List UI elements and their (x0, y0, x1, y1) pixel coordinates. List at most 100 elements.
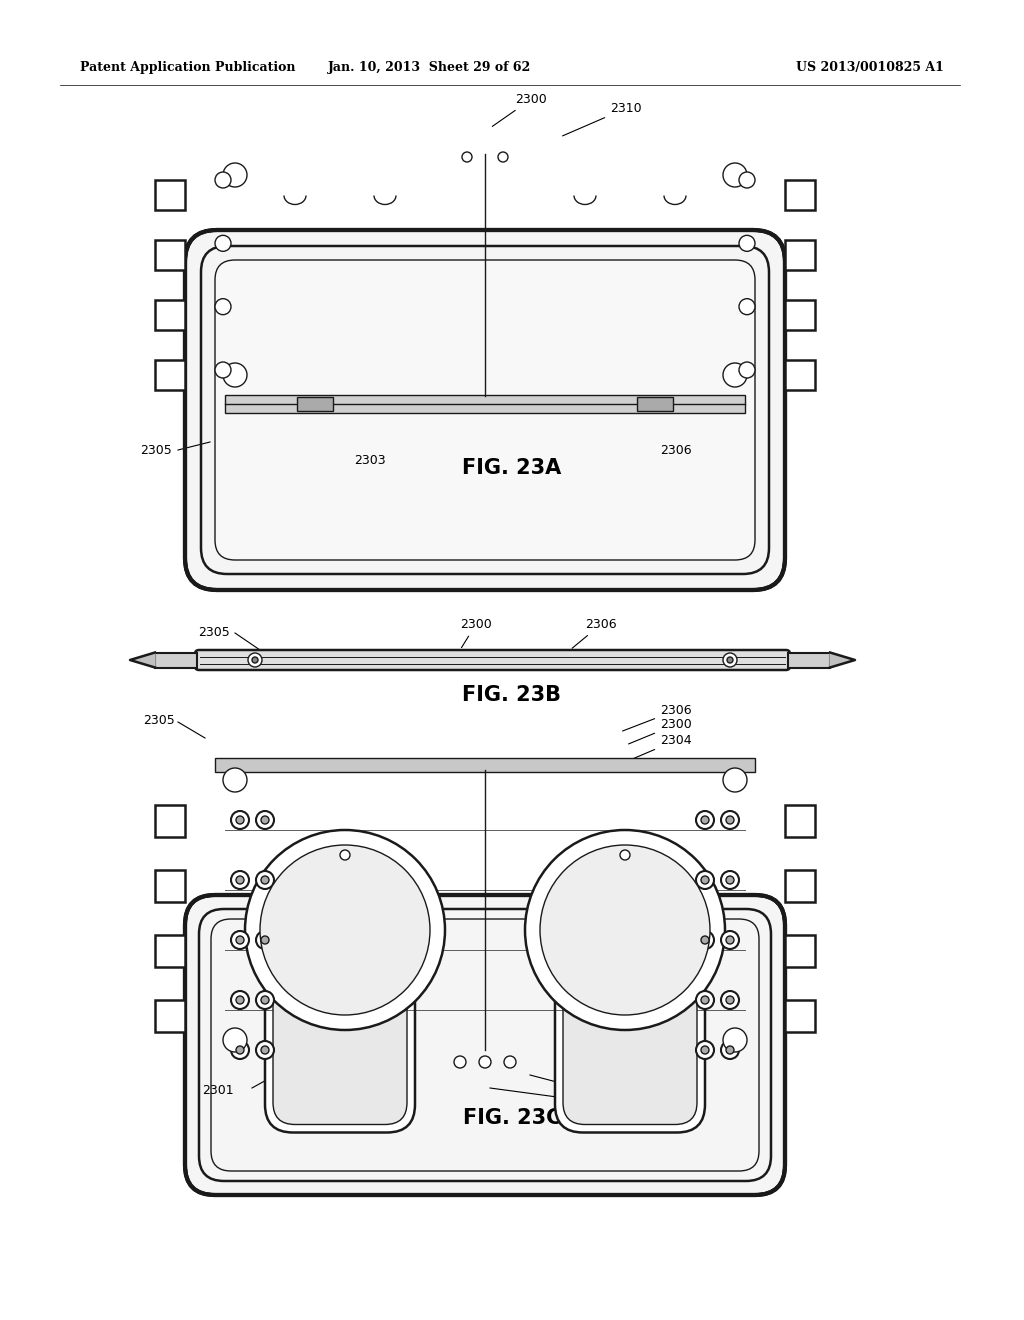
Circle shape (726, 816, 734, 824)
Circle shape (504, 1056, 516, 1068)
Bar (155, 1001, 185, 1032)
Circle shape (721, 871, 739, 888)
Circle shape (223, 768, 247, 792)
Bar (785, 805, 815, 837)
Circle shape (261, 876, 269, 884)
Circle shape (261, 816, 269, 824)
Circle shape (723, 1028, 746, 1052)
Text: 2306: 2306 (660, 444, 691, 457)
Circle shape (723, 653, 737, 667)
Circle shape (721, 1041, 739, 1059)
FancyBboxPatch shape (555, 948, 705, 1133)
Circle shape (231, 810, 249, 829)
Circle shape (696, 1041, 714, 1059)
Bar (155, 870, 185, 902)
Bar (155, 935, 185, 968)
Circle shape (701, 876, 709, 884)
Text: FIG. 23A: FIG. 23A (463, 458, 561, 478)
Circle shape (231, 1041, 249, 1059)
Text: 2311: 2311 (578, 1078, 609, 1092)
Circle shape (256, 810, 274, 829)
Circle shape (721, 810, 739, 829)
Text: 2310: 2310 (562, 102, 642, 136)
Circle shape (248, 653, 262, 667)
FancyBboxPatch shape (185, 895, 785, 1195)
Text: 2300: 2300 (460, 618, 492, 648)
Circle shape (721, 991, 739, 1008)
Bar (785, 300, 815, 330)
Bar (155, 180, 185, 210)
Circle shape (215, 172, 231, 187)
Bar (215, 758, 755, 772)
Circle shape (256, 991, 274, 1008)
Circle shape (236, 997, 244, 1005)
Text: 2300: 2300 (493, 92, 547, 127)
Circle shape (696, 931, 714, 949)
Bar (297, 397, 333, 411)
Circle shape (479, 1056, 490, 1068)
Circle shape (454, 1056, 466, 1068)
FancyBboxPatch shape (273, 956, 407, 1125)
Text: 2305: 2305 (199, 626, 230, 639)
Circle shape (739, 298, 755, 314)
Circle shape (739, 172, 755, 187)
Bar (785, 935, 815, 968)
Polygon shape (130, 652, 155, 668)
Circle shape (701, 997, 709, 1005)
Text: US 2013/0010825 A1: US 2013/0010825 A1 (796, 62, 944, 74)
Bar (155, 360, 185, 389)
Bar (788, 652, 830, 668)
Circle shape (726, 997, 734, 1005)
Circle shape (231, 991, 249, 1008)
Circle shape (723, 768, 746, 792)
Circle shape (215, 362, 231, 378)
Text: 2305: 2305 (140, 444, 172, 457)
Circle shape (620, 850, 630, 861)
Text: 2302: 2302 (578, 1092, 609, 1105)
Circle shape (223, 1028, 247, 1052)
Bar (785, 870, 815, 902)
Circle shape (231, 931, 249, 949)
Circle shape (701, 1045, 709, 1053)
Text: Jan. 10, 2013  Sheet 29 of 62: Jan. 10, 2013 Sheet 29 of 62 (329, 62, 531, 74)
FancyBboxPatch shape (563, 956, 697, 1125)
Bar (785, 180, 815, 210)
Circle shape (215, 235, 231, 251)
Circle shape (701, 816, 709, 824)
Circle shape (739, 362, 755, 378)
Circle shape (721, 931, 739, 949)
Circle shape (261, 1045, 269, 1053)
Circle shape (723, 162, 746, 187)
Text: FIG. 23B: FIG. 23B (463, 685, 561, 705)
Circle shape (726, 1045, 734, 1053)
Bar (225, 395, 745, 413)
Circle shape (260, 845, 430, 1015)
FancyBboxPatch shape (195, 649, 790, 671)
Text: 2304: 2304 (633, 734, 691, 759)
Circle shape (252, 657, 258, 663)
Circle shape (223, 162, 247, 187)
Circle shape (696, 991, 714, 1008)
Circle shape (540, 845, 710, 1015)
Text: 2305: 2305 (143, 714, 175, 726)
Circle shape (340, 850, 350, 861)
Bar (785, 1001, 815, 1032)
Circle shape (256, 871, 274, 888)
Text: 2306: 2306 (623, 704, 691, 731)
Circle shape (245, 830, 445, 1030)
Text: 2303: 2303 (354, 454, 386, 466)
Circle shape (696, 871, 714, 888)
Bar (155, 652, 197, 668)
Bar (785, 360, 815, 389)
Circle shape (723, 363, 746, 387)
Circle shape (462, 152, 472, 162)
Text: Patent Application Publication: Patent Application Publication (80, 62, 296, 74)
Polygon shape (830, 652, 855, 668)
Text: FIG. 23C: FIG. 23C (463, 1107, 561, 1129)
Bar (155, 240, 185, 271)
Bar (155, 805, 185, 837)
FancyBboxPatch shape (185, 230, 785, 590)
Circle shape (256, 1041, 274, 1059)
Circle shape (261, 997, 269, 1005)
Circle shape (727, 657, 733, 663)
